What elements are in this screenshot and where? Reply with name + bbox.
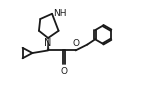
Text: O: O	[60, 67, 67, 76]
Polygon shape	[47, 38, 49, 50]
Text: O: O	[72, 39, 80, 48]
Text: NH: NH	[53, 9, 67, 18]
Text: N: N	[44, 39, 52, 48]
